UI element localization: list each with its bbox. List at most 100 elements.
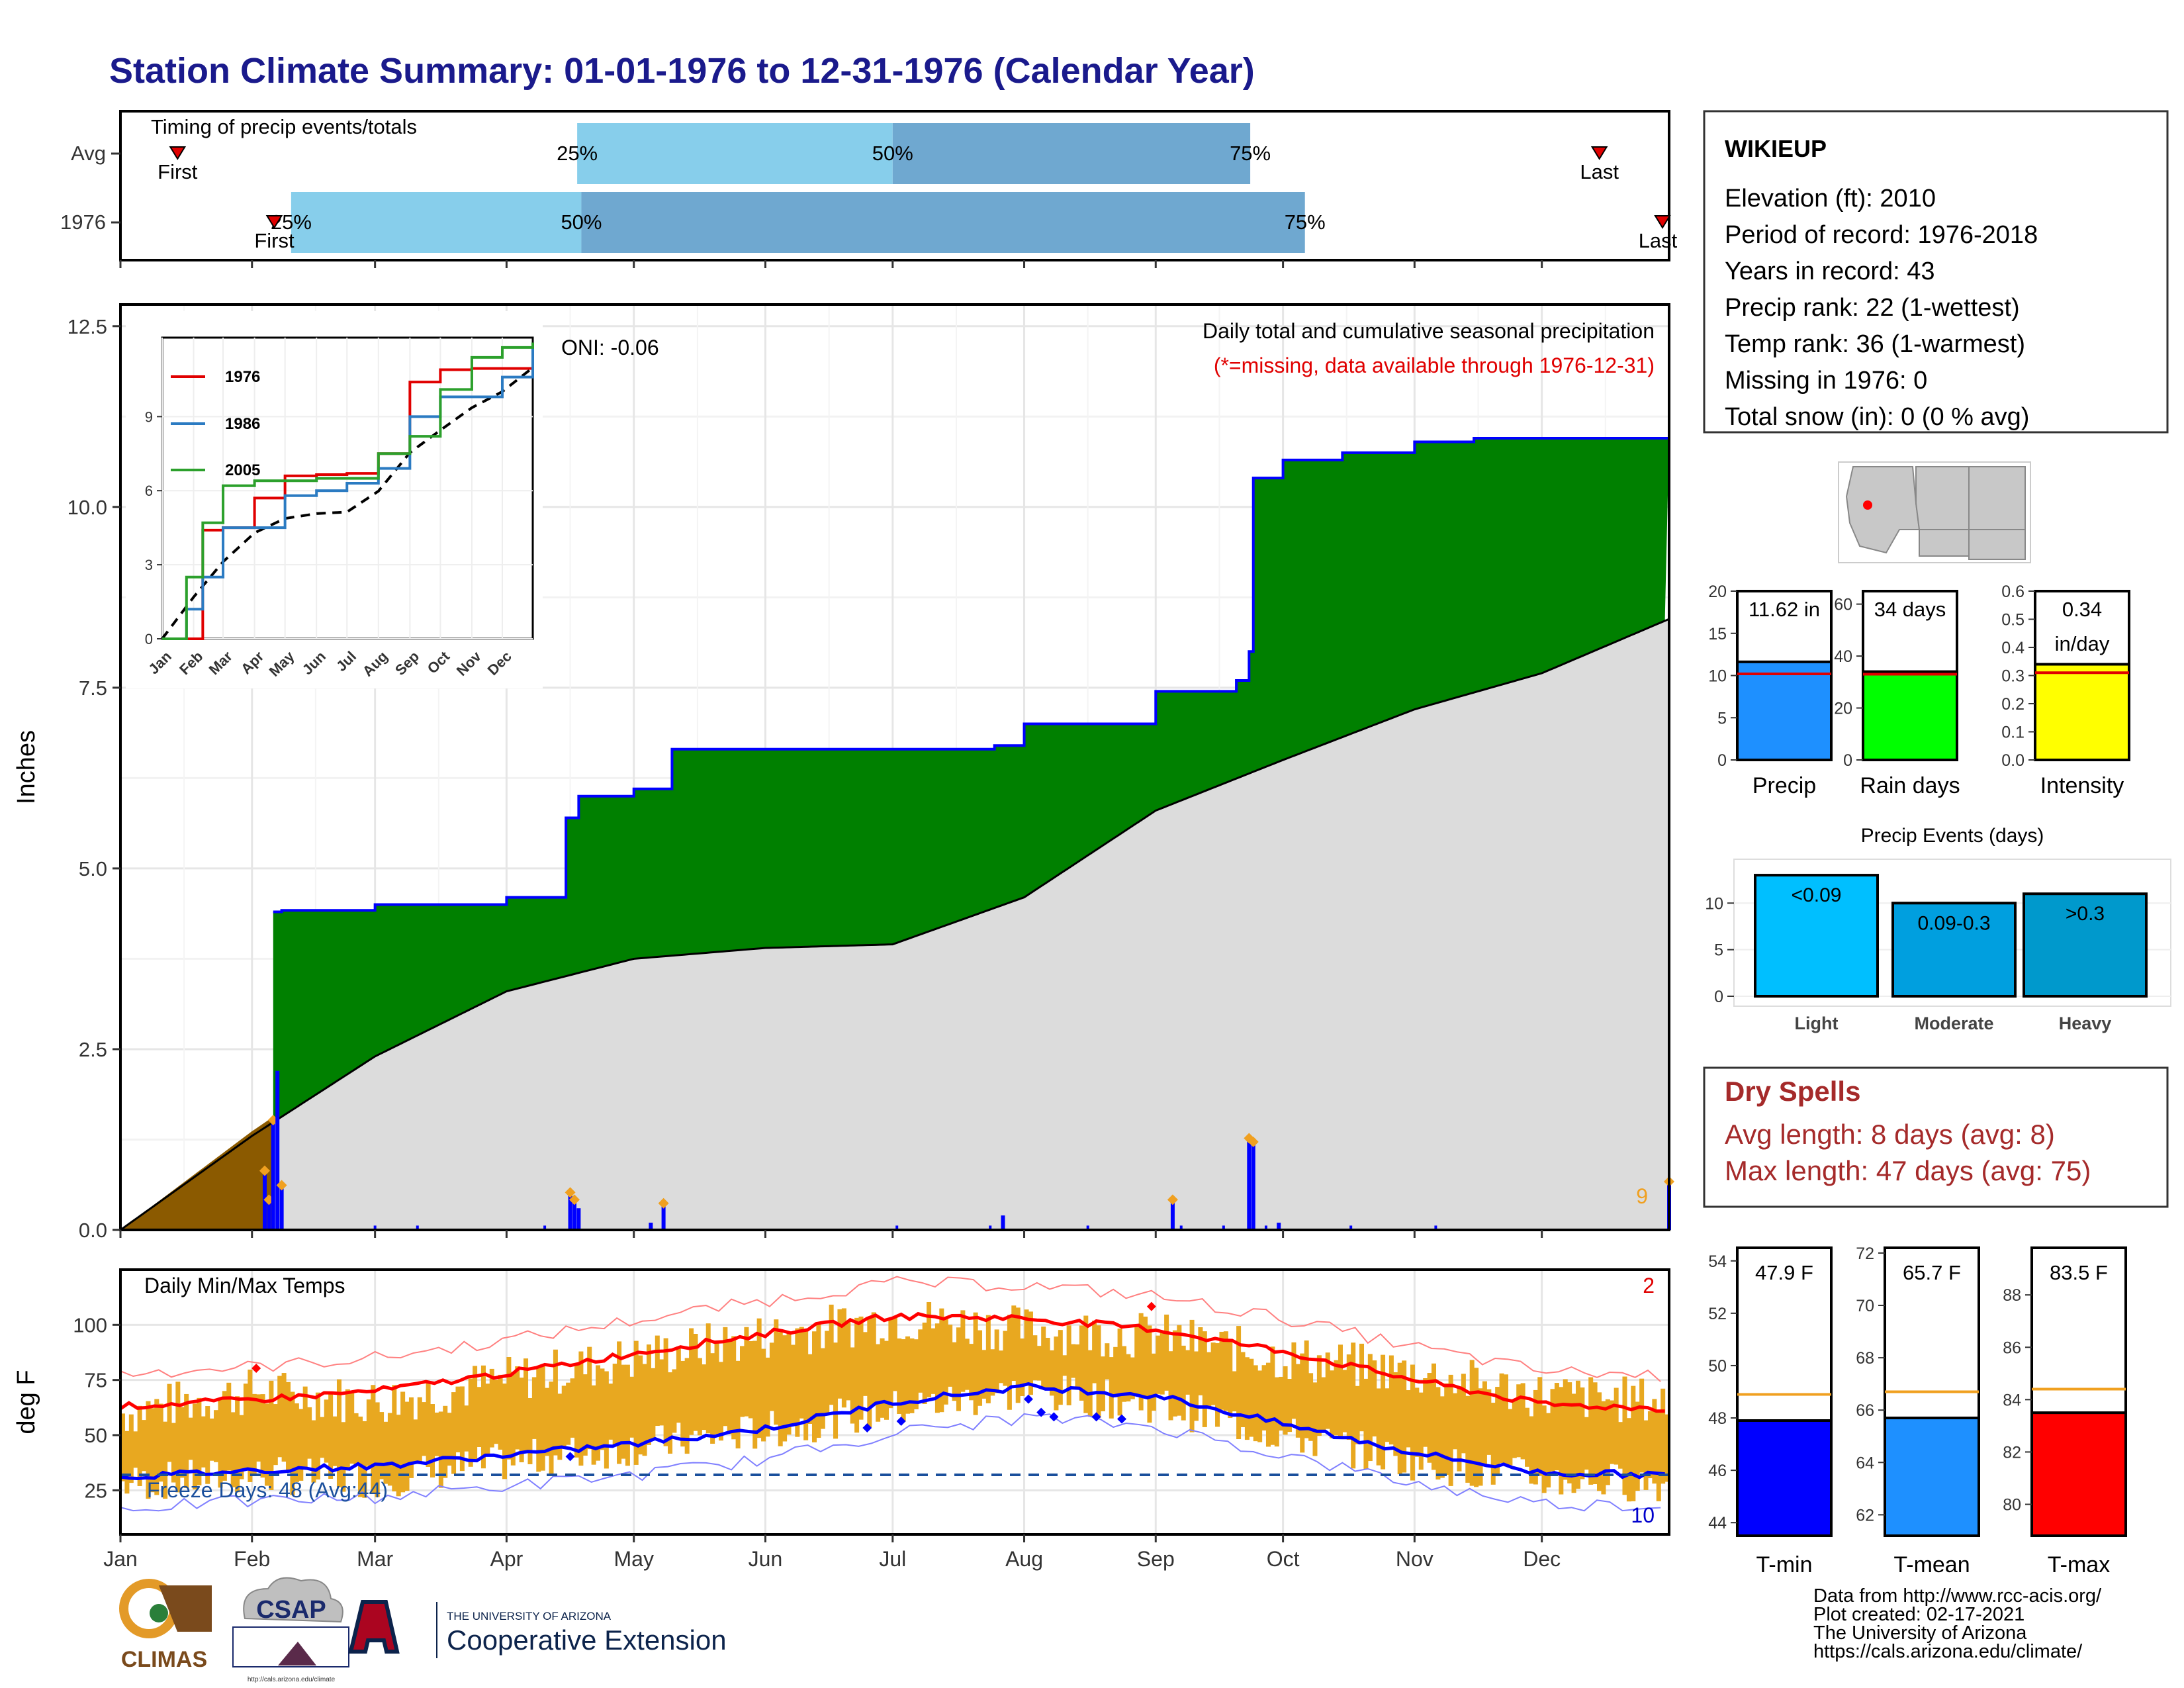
daily-temp-range bbox=[298, 1409, 304, 1481]
temp-summary-ytick-label: 72 bbox=[1856, 1244, 1874, 1263]
daily-temp-range bbox=[426, 1383, 431, 1467]
precip-ytick-label: 5.0 bbox=[79, 857, 107, 880]
temp-summary-ytick-label: 62 bbox=[1856, 1506, 1874, 1524]
events-category-label: Heavy bbox=[2059, 1013, 2112, 1033]
timing-bar-q2-1976 bbox=[581, 192, 1305, 253]
daily-temp-range bbox=[163, 1421, 168, 1499]
events-bar-Heavy bbox=[2023, 892, 2148, 998]
daily-temp-range bbox=[790, 1344, 796, 1426]
daily-temp-range bbox=[315, 1392, 320, 1479]
daily-temp-range bbox=[1367, 1354, 1373, 1462]
csap-logo: CSAP http://cals.arizona.edu/climate bbox=[232, 1577, 349, 1683]
daily-temp-range bbox=[1520, 1383, 1525, 1460]
daily-temp-range bbox=[358, 1416, 363, 1497]
daily-precip-bar bbox=[1222, 1225, 1225, 1230]
record-low-marker bbox=[862, 1423, 872, 1432]
timing-last-label: Last bbox=[1639, 229, 1678, 252]
daily-temp-range bbox=[1096, 1325, 1101, 1418]
daily-temp-range bbox=[294, 1403, 299, 1482]
temp-summary-ytick-label: 52 bbox=[1708, 1305, 1727, 1323]
daily-temp-range bbox=[876, 1344, 881, 1422]
daily-temp-range bbox=[277, 1376, 283, 1458]
daily-temp-range bbox=[422, 1402, 427, 1456]
daily-temp-range bbox=[379, 1412, 385, 1479]
daily-temp-range bbox=[1474, 1368, 1479, 1487]
timing-first-label: First bbox=[254, 229, 295, 252]
events-title: Precip Events (days) bbox=[1861, 825, 2044, 847]
precip-marker bbox=[259, 1165, 270, 1176]
daily-temp-range bbox=[1372, 1360, 1377, 1436]
daily-temp-range bbox=[540, 1365, 545, 1471]
daily-temp-range bbox=[1041, 1326, 1046, 1389]
daily-temp-range bbox=[600, 1368, 605, 1450]
daily-temp-range bbox=[167, 1383, 172, 1462]
daily-temp-range bbox=[281, 1373, 287, 1462]
events-ytick-label: 0 bbox=[1714, 988, 1723, 1006]
daily-temp-range bbox=[837, 1309, 842, 1399]
daily-temp-range bbox=[943, 1317, 948, 1405]
station-location-dot bbox=[1863, 500, 1872, 510]
events-category-label: Light bbox=[1795, 1013, 1839, 1033]
daily-temp-range bbox=[1508, 1409, 1513, 1466]
daily-temp-range bbox=[1618, 1422, 1623, 1469]
daily-temp-range bbox=[1431, 1363, 1436, 1470]
daily-temp-range bbox=[455, 1386, 461, 1452]
station-snow: Total snow (in): 0 (0 % avg) bbox=[1725, 403, 2029, 431]
daily-temp-range bbox=[1427, 1373, 1432, 1463]
precip-marker bbox=[276, 1180, 287, 1191]
daily-temp-range bbox=[1418, 1392, 1424, 1470]
daily-temp-range bbox=[1580, 1387, 1585, 1479]
daily-temp-range bbox=[1584, 1417, 1589, 1470]
daily-temp-range bbox=[349, 1391, 355, 1464]
summary-value-label: 11.62 in bbox=[1749, 598, 1820, 621]
daily-temp-range bbox=[523, 1358, 529, 1451]
daily-temp-range bbox=[447, 1413, 452, 1466]
daily-temp-range bbox=[1334, 1360, 1339, 1436]
daily-temp-range bbox=[124, 1430, 130, 1494]
daily-temp-range bbox=[1007, 1315, 1012, 1410]
station-period: Period of record: 1976-2018 bbox=[1725, 221, 2038, 249]
precip-marker bbox=[1167, 1194, 1178, 1205]
timing-row-1976-label: 1976 bbox=[60, 211, 106, 234]
daily-temp-range bbox=[553, 1349, 558, 1456]
daily-temp-range bbox=[786, 1333, 792, 1435]
daily-temp-range bbox=[676, 1346, 681, 1423]
avg-min-temp-line bbox=[120, 1382, 1665, 1480]
daily-temp-range bbox=[1525, 1407, 1530, 1467]
daily-temp-range bbox=[527, 1397, 533, 1464]
temp-panel: 25 50 75 100 Jan Feb Mar Apr May Jun Jul Aug Sep Oct… bbox=[13, 1268, 1670, 1571]
record-low-marker bbox=[1036, 1407, 1046, 1417]
daily-temp-range bbox=[1490, 1403, 1496, 1485]
record-high-marker bbox=[251, 1364, 261, 1373]
daily-temp-range bbox=[909, 1338, 915, 1413]
timing-pct-75: 75% bbox=[1285, 211, 1326, 234]
month-label-Feb: Feb bbox=[234, 1547, 270, 1571]
daily-temp-range bbox=[392, 1385, 397, 1492]
daily-temp-range bbox=[1066, 1325, 1071, 1405]
daily-temp-range bbox=[570, 1378, 575, 1438]
daily-precip-bar bbox=[1349, 1225, 1353, 1230]
first-event-marker bbox=[265, 215, 283, 229]
daily-temp-range bbox=[1075, 1344, 1080, 1387]
daily-temp-range bbox=[120, 1413, 126, 1481]
temp-summary-name-label: T-max bbox=[2048, 1552, 2110, 1577]
daily-temp-range bbox=[345, 1389, 350, 1471]
temp-summary-ytick-label: 70 bbox=[1856, 1297, 1874, 1315]
daily-temp-range bbox=[1083, 1315, 1089, 1413]
daily-temp-range bbox=[248, 1370, 253, 1482]
inset-ytick-label: 3 bbox=[145, 557, 153, 573]
daily-temp-range bbox=[1406, 1390, 1411, 1448]
freeze-days-label: Freeze Days: 48 (Avg:44) bbox=[147, 1478, 388, 1502]
daily-temp-range bbox=[519, 1378, 524, 1463]
daily-temp-range bbox=[549, 1382, 554, 1476]
daily-temp-range bbox=[880, 1338, 885, 1418]
month-label-Apr: Apr bbox=[490, 1547, 523, 1571]
daily-temp-range bbox=[468, 1378, 473, 1467]
daily-precip-bar bbox=[649, 1223, 653, 1230]
daily-temp-range bbox=[243, 1383, 248, 1470]
daily-temp-range bbox=[1439, 1396, 1445, 1478]
temp-summary-ytick-label: 54 bbox=[1708, 1252, 1727, 1271]
daily-temp-range bbox=[1559, 1387, 1564, 1495]
oni-label: ONI: -0.06 bbox=[561, 336, 659, 359]
